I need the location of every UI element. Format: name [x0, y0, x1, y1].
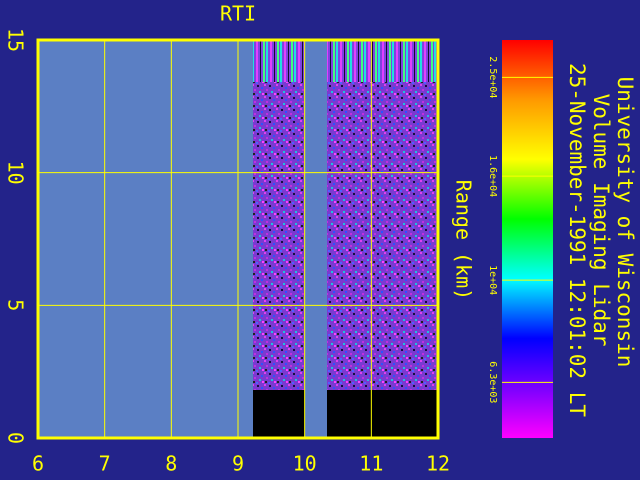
data-image [253, 40, 305, 82]
y-tick-label: 15 [4, 28, 28, 52]
no-data [327, 390, 438, 438]
y-tick-label: 5 [4, 299, 28, 311]
plot-frame [36, 38, 440, 440]
data-image [253, 82, 305, 390]
x-tick-label: 7 [99, 452, 111, 476]
colorbar-tick-label: 2.5e+04 [487, 56, 498, 98]
y-tick-label: 10 [4, 161, 28, 185]
chart-title: RTI [220, 2, 256, 26]
x-tick-label: 10 [293, 452, 317, 476]
x-tick-label: 11 [359, 452, 383, 476]
data-image [327, 40, 438, 82]
x-tick-label: 9 [232, 452, 244, 476]
x-tick-label: 12 [426, 452, 450, 476]
data-image [327, 82, 438, 390]
x-tick-label: 8 [165, 452, 177, 476]
colorbar-tick-label: 1.6e+04 [487, 155, 498, 197]
colorbar-tick-label: 1e+04 [487, 265, 498, 295]
colorbar [502, 40, 553, 438]
annotation: Volume Imaging Lidar [589, 94, 613, 347]
no-data [253, 390, 305, 438]
annotation: University of Wisconsin [613, 77, 637, 368]
annotation: 25-November-1991 12:01:02 LT [565, 63, 589, 417]
y-axis-label: Range (km) [452, 180, 476, 300]
colorbar-tick-label: 6.3e+03 [487, 361, 498, 403]
y-tick-label: 0 [4, 432, 28, 444]
x-tick-label: 6 [32, 452, 44, 476]
